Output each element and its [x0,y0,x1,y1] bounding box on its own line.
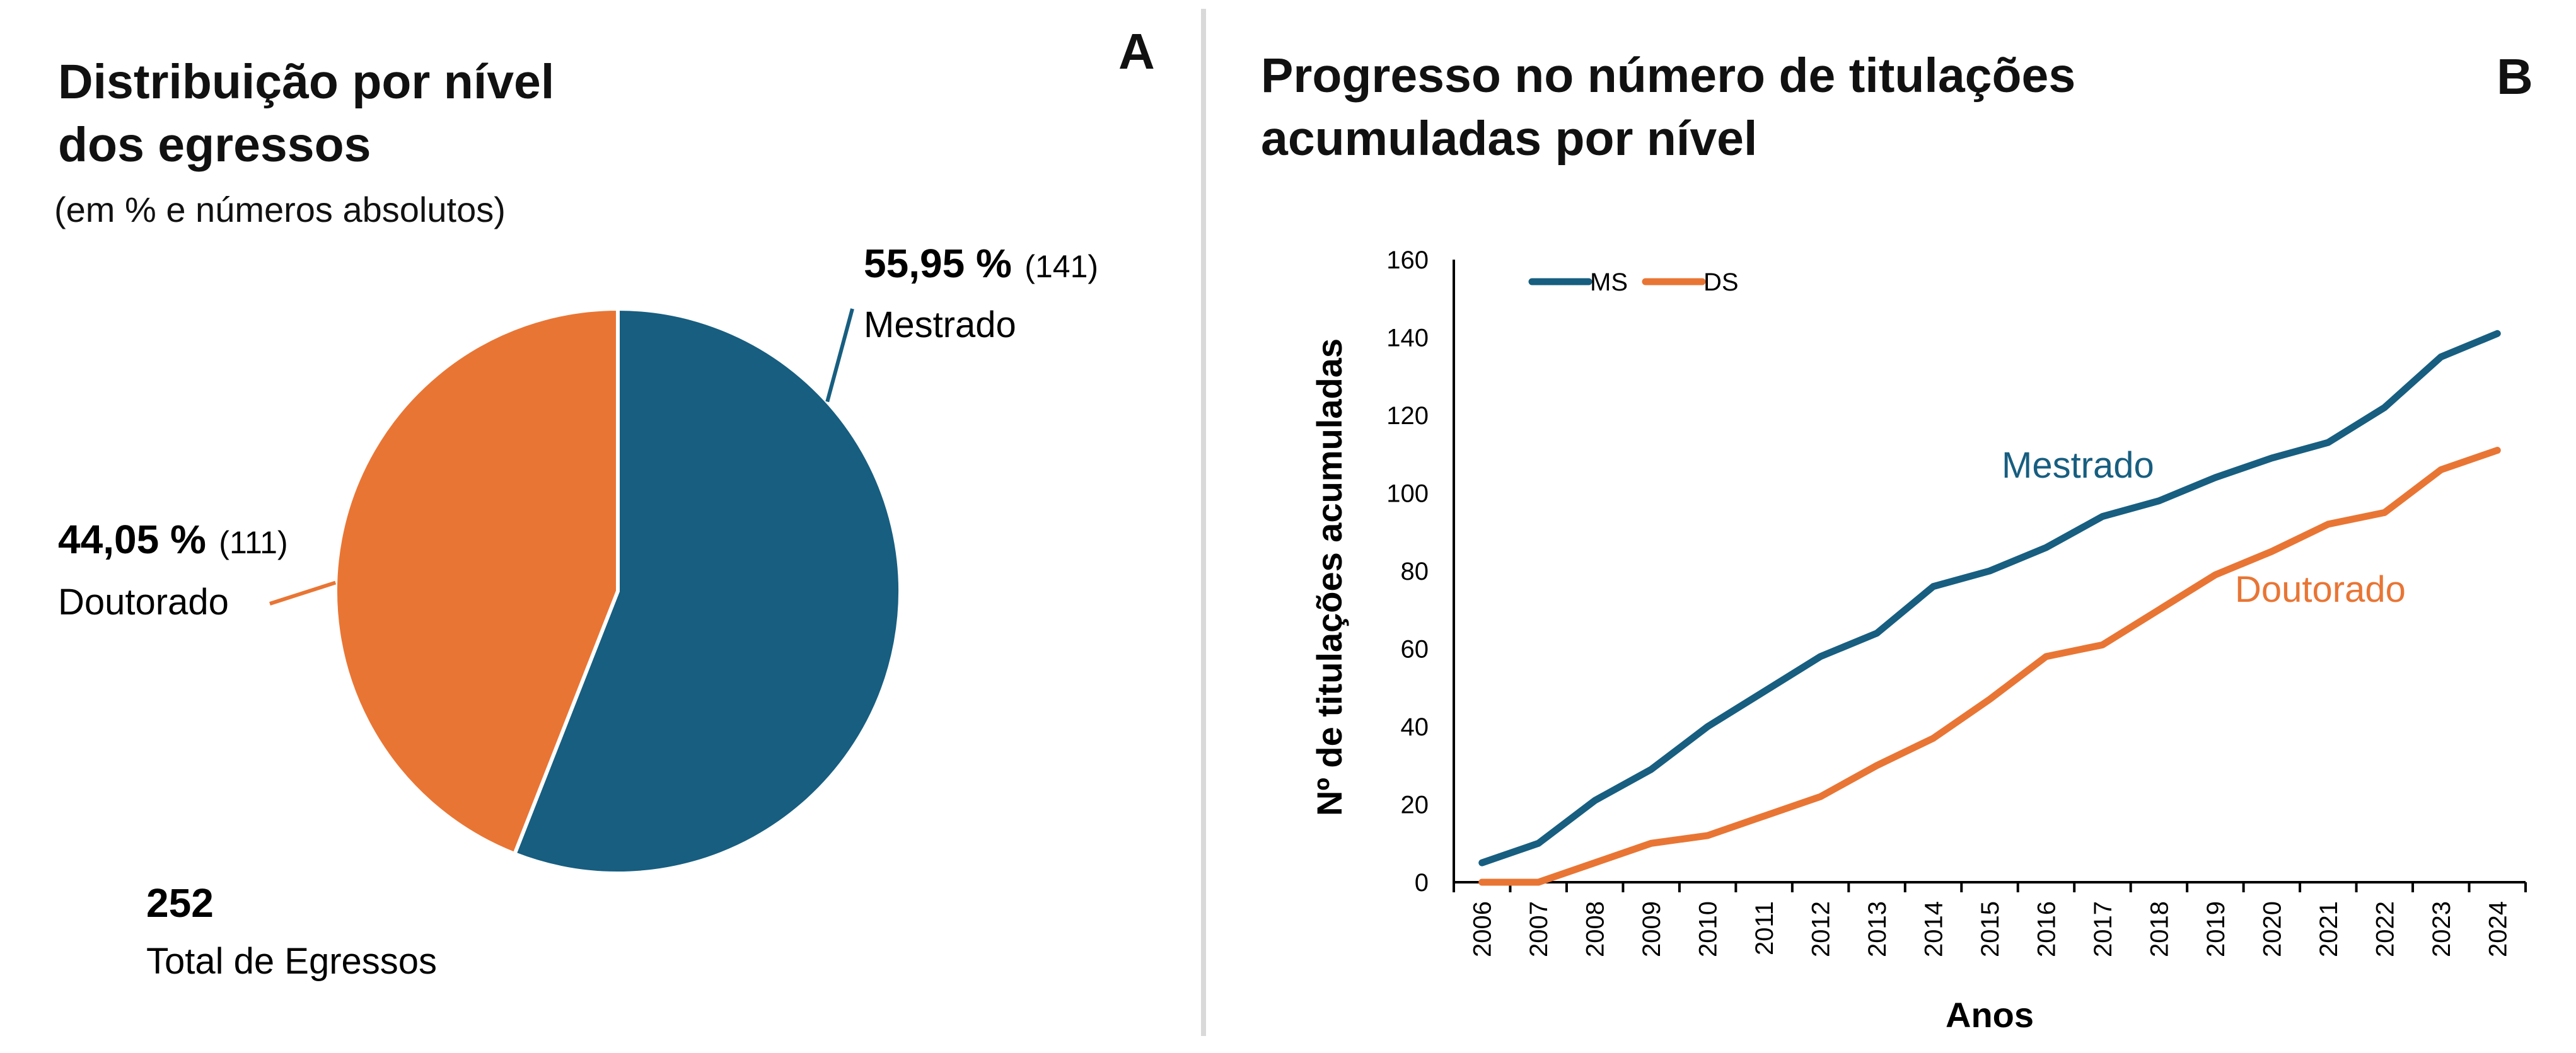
pie-title-line-1: Distribuição por nível [58,55,555,109]
y-tick-label: 160 [1386,246,1429,274]
panel-b-line: Progresso no número de titulações acumul… [1210,0,2576,1053]
total-value: 252 [146,880,214,926]
x-tick-label: 2006 [1469,901,1497,957]
x-tick-label: 2023 [2428,901,2456,957]
y-tick-label: 140 [1386,325,1429,352]
pie-title-line-2: dos egressos [58,118,371,172]
series-line-ds [1478,447,2501,886]
x-tick-label: 2020 [2258,901,2286,957]
x-tick-label: 2021 [2315,901,2343,957]
y-tick-label: 40 [1401,713,1429,741]
series-line-ms [1478,330,2501,866]
x-tick-label: 2024 [2484,901,2512,957]
y-axis-title: Nº de titulações acumuladas [1309,338,1349,816]
x-tick-label: 2019 [2202,901,2230,957]
pie-title: Distribuição por nível dos egressos [58,50,554,176]
line-title-line-1: Progresso no número de titulações [1261,49,2076,103]
doutorado-count: (111) [219,525,287,560]
y-tick-label: 20 [1401,791,1429,819]
x-tick-label: 2008 [1582,901,1610,957]
y-tick-label: 0 [1415,869,1429,897]
leader-line-mestrado [825,308,854,403]
x-axis-title: Anos [1946,995,2034,1035]
mestrado-count: (141) [1024,249,1098,284]
y-tick-label: 100 [1386,480,1429,508]
panel-label-b: B [2497,49,2533,105]
total-label: Total de Egressos [146,941,437,982]
y-tick-label: 60 [1401,636,1429,664]
y-tick-label: 120 [1386,402,1429,430]
series-label-doutorado: Doutorado [2235,569,2406,610]
mestrado-label: 55,95 % (141) [864,241,1098,286]
x-tick-label: 2011 [1751,901,1778,955]
x-tick-label: 2009 [1638,901,1666,957]
leader-line-doutorado [269,580,337,606]
x-tick-label: 2012 [1807,901,1835,957]
doutorado-percent: 44,05 % [58,517,206,562]
pie-chart: 55,95 % (141) Mestrado 44,05 % (111) Dou… [58,241,1098,982]
x-tick-label: 2014 [1920,901,1948,957]
panel-label-a: A [1118,23,1155,79]
panel-divider [1201,9,1206,1036]
y-tick-label: 80 [1401,558,1429,585]
x-tick-label: 2010 [1695,901,1722,957]
legend-label-ms: MS [1590,268,1628,296]
x-tick-label: 2007 [1525,901,1553,957]
pie-slice-mestrado [512,306,902,875]
pie-subtitle: (em % e números absolutos) [54,190,506,229]
x-tick-label: 2016 [2033,901,2060,957]
x-tick-label: 2018 [2145,901,2173,957]
doutorado-label: 44,05 % (111) [58,517,288,562]
x-tick-label: 2017 [2089,901,2117,957]
doutorado-name: Doutorado [58,582,229,623]
panel-a-pie: Distribuição por nível dos egressos (em … [0,0,1198,1053]
series-label-mestrado: Mestrado [2002,445,2154,486]
x-tick-label: 2015 [1976,901,2004,957]
x-tick-label: 2013 [1864,901,1891,957]
line-title: Progresso no número de titulações acumul… [1261,44,2075,170]
mestrado-percent: 55,95 % [864,241,1012,286]
x-tick-label: 2022 [2371,901,2399,957]
legend-label-ds: DS [1703,268,1739,296]
line-title-line-2: acumuladas por nível [1261,112,1758,166]
mestrado-name: Mestrado [864,304,1016,345]
pie-slice-doutorado [334,306,620,856]
